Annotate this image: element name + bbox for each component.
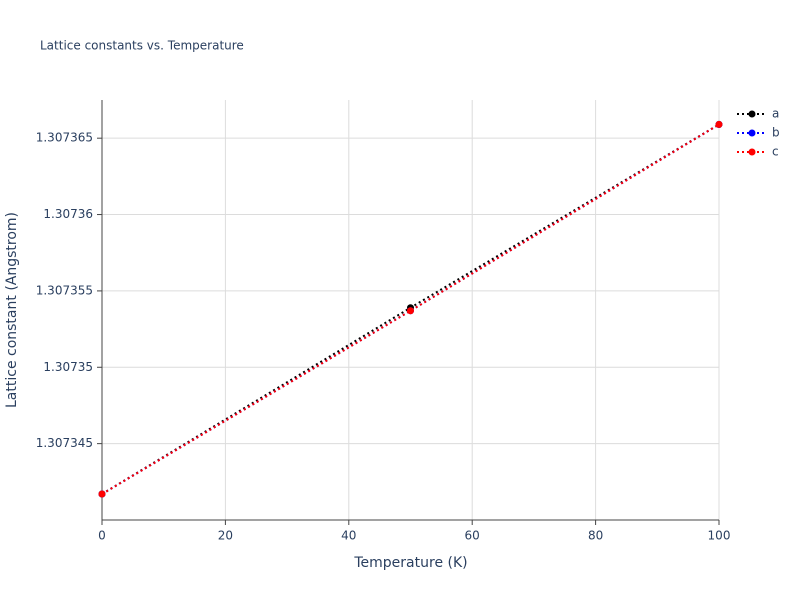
y-tick-label: 1.307345 <box>36 436 93 450</box>
y-tick-label: 1.307365 <box>36 131 93 145</box>
marker <box>407 307 414 315</box>
y-tick-label: 1.30735 <box>43 360 93 374</box>
legend-label[interactable]: c <box>772 145 779 159</box>
x-tick-label: 80 <box>588 529 603 543</box>
x-tick-label: 100 <box>708 529 731 543</box>
x-tick-label: 40 <box>341 529 356 543</box>
marker <box>715 120 723 128</box>
x-tick-label: 0 <box>98 529 106 543</box>
legend-label[interactable]: b <box>772 126 780 140</box>
legend-label[interactable]: a <box>772 107 779 121</box>
marker <box>98 490 106 498</box>
legend-marker[interactable] <box>748 129 756 137</box>
x-axis-title: Temperature (K) <box>353 555 467 571</box>
y-tick-label: 1.307355 <box>36 283 93 297</box>
y-axis-title: Lattice constant (Angstrom) <box>4 212 20 408</box>
legend-marker[interactable] <box>748 110 756 118</box>
chart-title: Lattice constants vs. Temperature <box>40 39 244 53</box>
y-tick-label: 1.30736 <box>43 207 93 221</box>
x-tick-label: 20 <box>218 529 233 543</box>
legend-marker[interactable] <box>748 148 756 156</box>
x-tick-label: 60 <box>465 529 480 543</box>
